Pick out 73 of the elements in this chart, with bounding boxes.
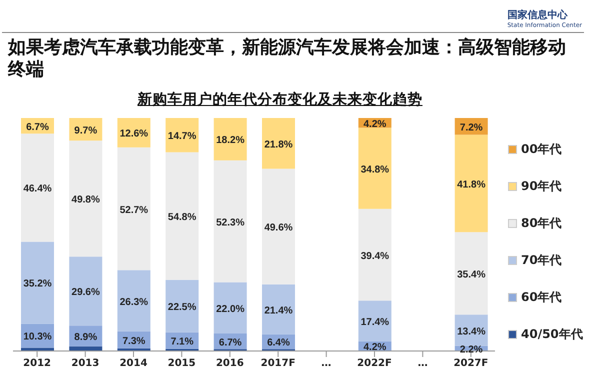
data-label: 49.8%: [72, 194, 100, 206]
data-label: 22.5%: [168, 302, 196, 314]
data-label: 29.6%: [72, 287, 100, 298]
data-label: 7.2%: [460, 122, 483, 134]
bar: [358, 300, 392, 342]
data-label: 6.7%: [218, 337, 242, 348]
bar: [358, 208, 392, 301]
bar: [69, 140, 102, 257]
legend-label: 00年代: [521, 141, 562, 158]
data-label: 18.2%: [216, 135, 245, 146]
data-label: 8.9%: [74, 332, 98, 343]
data-label: 4.2%: [364, 342, 386, 354]
data-label: 34.8%: [360, 164, 390, 176]
bar: [454, 134, 488, 232]
bar: [214, 118, 247, 160]
x-tick-label: 2013: [71, 358, 100, 370]
x-tick-label: 2015: [168, 358, 196, 370]
bar: [262, 118, 295, 169]
data-label: 52.7%: [120, 204, 148, 216]
legend-label: 80年代: [521, 215, 562, 232]
data-label: 35.4%: [457, 269, 486, 280]
data-label: 10.3%: [23, 332, 52, 343]
bar: [117, 270, 150, 332]
bar: [21, 348, 54, 351]
bar: [166, 118, 199, 152]
data-label: 22.0%: [216, 304, 245, 315]
bar: [21, 242, 54, 324]
x-tick-label: …: [418, 358, 428, 370]
legend-label: 40/50年代: [521, 326, 583, 343]
x-tick-label: 2027F: [454, 358, 488, 370]
data-label: 41.8%: [457, 179, 486, 190]
data-label: 7.1%: [170, 336, 194, 348]
data-label: 13.4%: [457, 326, 486, 338]
chart-subtitle: 新购车用户的年代分布变化及未来变化趋势: [136, 90, 424, 109]
data-label: 35.2%: [23, 278, 52, 290]
data-label: 12.6%: [120, 128, 148, 140]
data-label: 17.4%: [360, 316, 390, 328]
data-label: 39.4%: [360, 250, 390, 262]
data-label: 26.3%: [120, 296, 148, 308]
data-label: 14.7%: [168, 131, 196, 142]
bar: [262, 168, 295, 284]
bar: [166, 280, 199, 332]
data-label: 52.3%: [216, 217, 245, 228]
bar: [69, 256, 102, 326]
x-tick-label: 2016: [216, 358, 244, 370]
x-tick-label: 2014: [120, 358, 148, 370]
bar: [262, 284, 295, 334]
data-label: 21.8%: [264, 139, 293, 150]
legend-label: 90年代: [521, 178, 562, 195]
legend-label: 70年代: [521, 252, 562, 269]
bar: [21, 134, 54, 242]
x-tick-label: 2012: [23, 358, 52, 370]
text: 国家信息中心: [507, 8, 568, 22]
data-label: 49.6%: [264, 222, 293, 234]
legend-label: 60年代: [521, 289, 562, 306]
data-label: 4.2%: [364, 118, 386, 130]
x-tick-label: …: [321, 358, 332, 370]
data-label: 54.8%: [168, 212, 196, 224]
bar: [166, 152, 199, 280]
bar: [358, 128, 392, 209]
data-label: 6.4%: [267, 338, 290, 349]
x-tick-label: 2017F: [260, 358, 296, 370]
bar: [214, 282, 247, 334]
bar: [454, 232, 488, 315]
data-label: 7.3%: [122, 336, 146, 347]
bar: [214, 160, 247, 282]
data-label: 6.7%: [26, 122, 50, 133]
x-tick-label: 2022F: [357, 358, 392, 370]
data-label: 9.7%: [74, 125, 98, 136]
data-label: 21.4%: [264, 305, 293, 316]
chart-title: 如果考虑汽车承载功能变革，新能源汽车发展将会加速：高级智能移动终端: [8, 37, 567, 81]
bar: [117, 147, 150, 270]
data-label: 46.4%: [23, 184, 52, 195]
